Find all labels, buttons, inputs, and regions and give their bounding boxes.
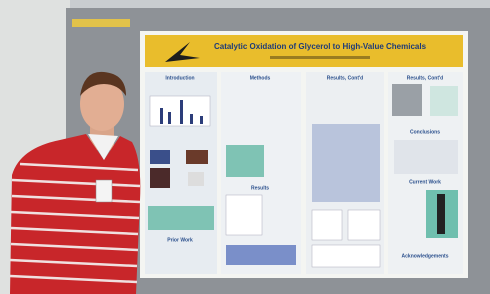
micrograph [392,84,422,116]
section-heading: Methods [250,75,271,81]
section-heading: Results [251,185,269,191]
plot [312,210,342,240]
section-heading: Results, Cont'd [327,75,363,81]
plot [348,210,380,240]
page: {"poster":{"title":"Catalytic Oxidation … [0,0,490,294]
image [188,172,204,186]
photo: Catalytic Oxidation of Glycerol to High-… [0,0,490,294]
image [437,194,445,234]
poster-title: Catalytic Oxidation of Glycerol to High-… [214,42,427,51]
plot [312,245,380,267]
section-heading: Introduction [165,75,194,81]
green-box [226,145,264,177]
plot [226,195,262,235]
data-table [312,124,380,202]
section-heading: Results, Cont'd [407,75,443,81]
blue-table [226,245,296,265]
name-badge [96,180,112,202]
text-block [394,140,458,174]
image [186,150,208,164]
section-heading: Prior Work [167,237,193,243]
section-heading: Current Work [409,179,441,185]
section-heading: Conclusions [410,129,440,135]
green-box [148,206,214,230]
image [150,150,170,164]
authors [270,56,370,59]
section-heading: Acknowledgements [402,253,449,259]
green-box [430,86,458,116]
board-label [72,19,130,27]
image [150,168,170,188]
